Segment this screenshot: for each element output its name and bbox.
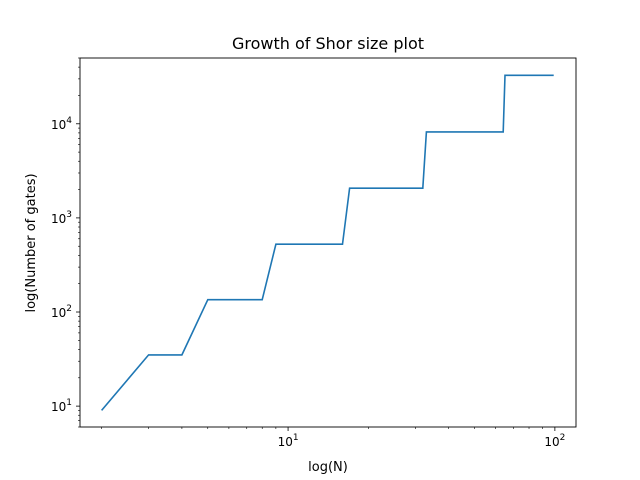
- y-tick-label: 104: [51, 116, 72, 132]
- series-line: [100, 74, 554, 411]
- x-axis-label: log(N): [308, 460, 348, 475]
- y-tick-label: 101: [51, 398, 72, 414]
- x-tick-label: 102: [544, 433, 565, 449]
- plot-area: 101 102 101 102 103 104: [51, 57, 577, 449]
- y-tick-label: 102: [51, 304, 72, 320]
- plot-frame: [79, 57, 577, 428]
- x-tick-label: 101: [278, 433, 299, 449]
- chart-title: Growth of Shor size plot: [232, 34, 424, 53]
- y-tick-label: 103: [51, 210, 72, 226]
- plot-background: [80, 58, 576, 427]
- y-axis-label: log(Number of gates): [24, 173, 39, 312]
